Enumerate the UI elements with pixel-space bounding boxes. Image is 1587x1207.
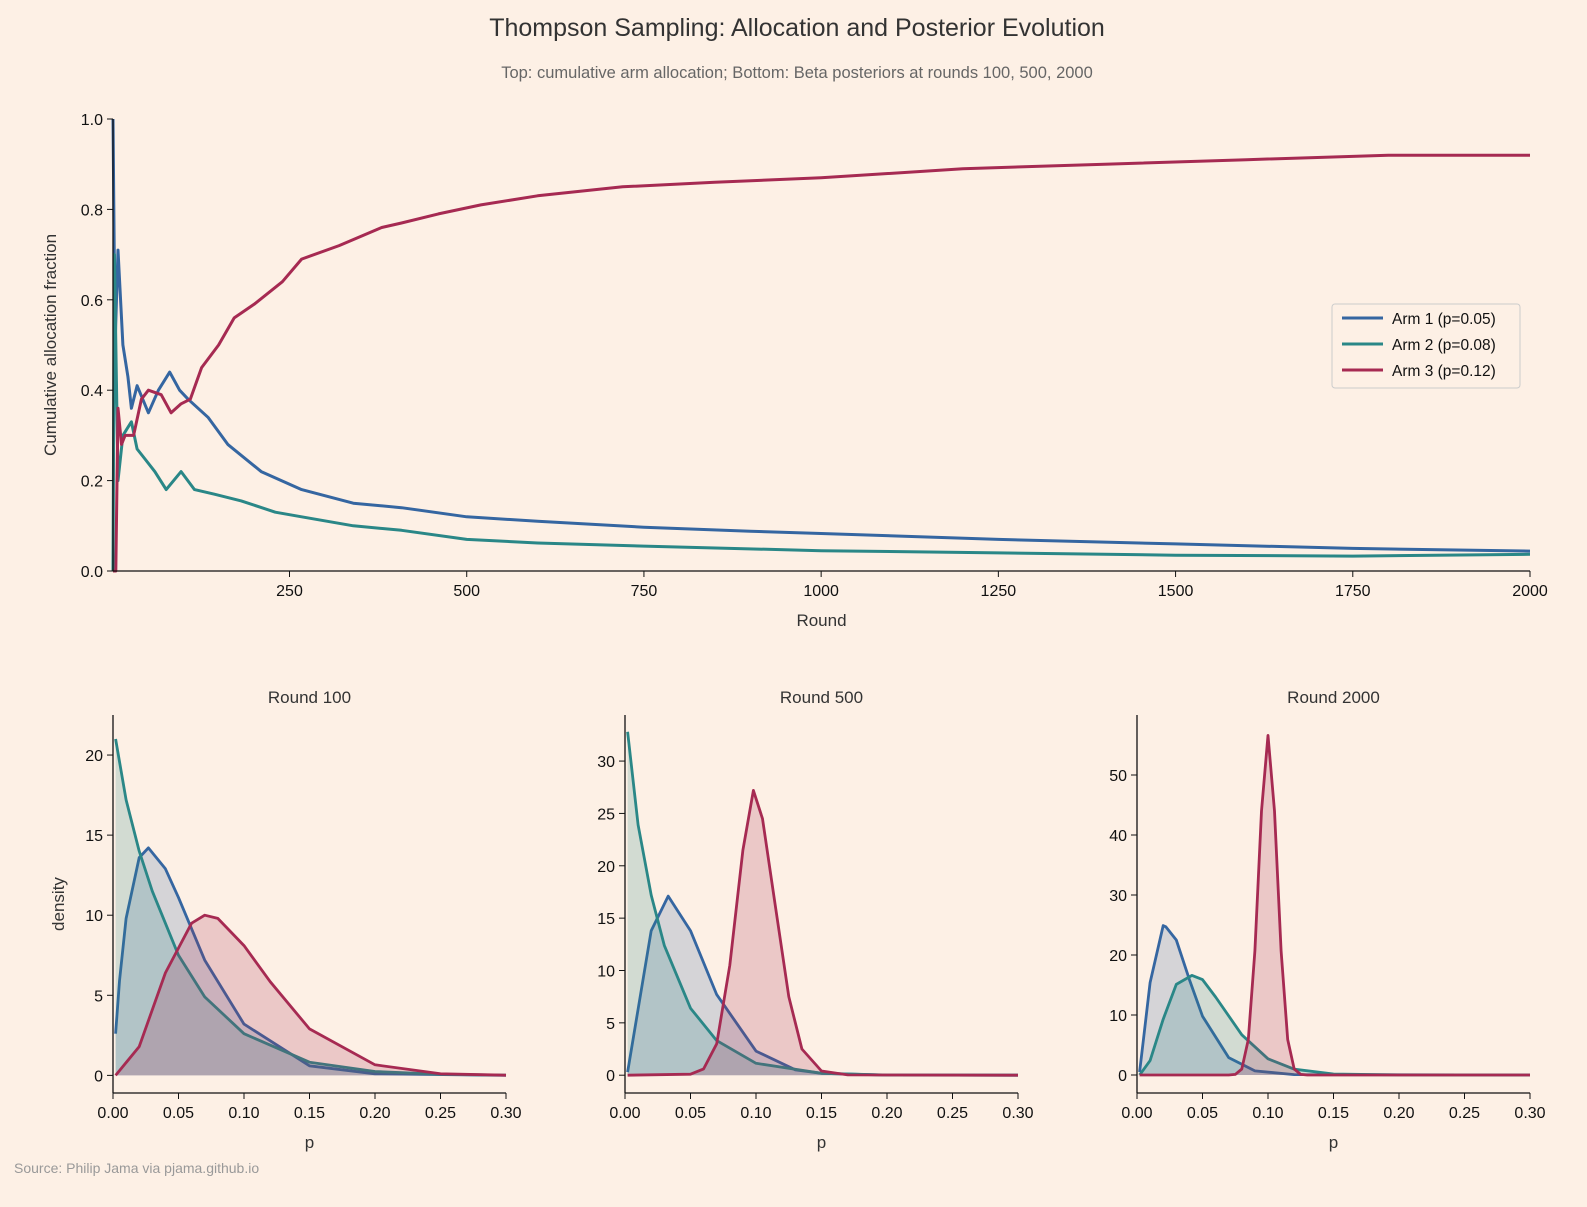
density-curve-arm-3 — [1139, 734, 1530, 1077]
x-axis-label: Round — [796, 611, 846, 630]
y-tick-label: 0.6 — [81, 293, 103, 310]
y-tick-label: 20 — [85, 748, 103, 765]
legend-box — [1331, 303, 1521, 389]
figure-title: Thompson Sampling: Allocation and Poster… — [489, 14, 1105, 42]
x-tick-label: 0.10 — [1252, 1105, 1283, 1122]
x-tick-label: 250 — [276, 583, 303, 600]
posterior-chart-round-500: 0.00 0.05 0.10 0.15 0.20 0.25 0.30 0 5 10 15 20 25 30… — [597, 688, 1033, 1152]
x-axis-label: p — [305, 1133, 314, 1152]
panel-title: Round 100 — [268, 688, 351, 707]
x-tick-label: 0.20 — [1383, 1105, 1414, 1122]
y-tick-label: 0.2 — [81, 474, 103, 491]
density-fill-2 — [1139, 975, 1530, 1075]
panel-title: Round 2000 — [1287, 688, 1380, 707]
x-tick-label: 1500 — [1158, 583, 1194, 600]
y-tick-label: 30 — [1109, 888, 1127, 905]
figure-subtitle: Top: cumulative arm allocation; Bottom: … — [501, 64, 1093, 82]
density-curve-arm-1 — [1138, 924, 1531, 1077]
x-tick-label: 0.20 — [359, 1105, 390, 1122]
x-tick-label: 0.25 — [937, 1105, 968, 1122]
y-tick-label: 20 — [597, 859, 615, 876]
y-tick-label: 30 — [597, 754, 615, 771]
x-axis-label: p — [1329, 1133, 1338, 1152]
density-fill-1 — [1139, 925, 1530, 1075]
y-axis-label: Cumulative allocation fraction — [41, 234, 60, 456]
y-tick-label: 20 — [1109, 948, 1127, 965]
panel-title: Round 500 — [780, 688, 863, 707]
x-tick-label: 2000 — [1512, 583, 1548, 600]
x-tick-label: 0.15 — [806, 1105, 837, 1122]
y-tick-label: 50 — [1109, 768, 1127, 785]
x-tick-label: 1750 — [1335, 583, 1371, 600]
x-tick-label: 1000 — [803, 583, 839, 600]
y-tick-label: 5 — [94, 988, 103, 1005]
legend: Arm 1 (p=0.05) Arm 2 (p=0.08) Arm 3 (p=0… — [1331, 303, 1521, 389]
x-tick-label: 0.25 — [425, 1105, 456, 1122]
y-tick-label: 10 — [85, 908, 103, 925]
density-fill-1 — [627, 896, 1018, 1076]
density-curve-arm-1 — [114, 846, 507, 1077]
x-tick-label: 0.10 — [228, 1105, 259, 1122]
density-curve-arm-2 — [114, 738, 507, 1077]
x-tick-label: 0.05 — [1187, 1105, 1218, 1122]
legend-label-arm3: Arm 3 (p=0.12) — [1392, 363, 1496, 380]
legend-label-arm1: Arm 1 (p=0.05) — [1392, 311, 1496, 328]
allocation-line-arm-2 — [111, 253, 1531, 572]
x-tick-label: 0.25 — [1449, 1105, 1480, 1122]
density-curve-arm-3 — [114, 913, 507, 1077]
y-tick-label: 0 — [94, 1068, 103, 1085]
source-note: Source: Philip Jama via pjama.github.io — [14, 1160, 259, 1176]
x-axis-label: p — [817, 1133, 826, 1152]
density-fill-3 — [627, 790, 1018, 1076]
y-tick-label: 15 — [597, 911, 615, 928]
y-tick-label: 5 — [606, 1016, 615, 1033]
x-tick-label: 0.30 — [1514, 1105, 1545, 1122]
density-fill-2 — [115, 739, 506, 1076]
x-tick-label: 0.10 — [740, 1105, 771, 1122]
y-axis-label: density — [49, 877, 68, 931]
x-tick-label: 0.15 — [1318, 1105, 1349, 1122]
x-tick-label: 0.00 — [1121, 1105, 1152, 1122]
posterior-chart-round-100: 0.00 0.05 0.10 0.15 0.20 0.25 0.30 0 5 10 15 20 p den… — [49, 688, 522, 1152]
legend-label-arm2: Arm 2 (p=0.08) — [1392, 337, 1496, 354]
y-tick-label: 10 — [597, 963, 615, 980]
density-fill-2 — [627, 731, 1018, 1076]
allocation-line-arm-1 — [111, 118, 1531, 553]
x-tick-label: 0.00 — [609, 1105, 640, 1122]
posterior-chart-round-2000: 0.00 0.05 0.10 0.15 0.20 0.25 0.30 0 10 20 30 40 50 p… — [1109, 688, 1545, 1152]
y-tick-label: 0.4 — [81, 383, 103, 400]
x-tick-label: 0.05 — [163, 1105, 194, 1122]
x-tick-label: 750 — [631, 583, 658, 600]
density-curve-arm-3 — [627, 789, 1019, 1077]
x-tick-label: 0.30 — [490, 1105, 521, 1122]
allocation-line-arm-3 — [113, 153, 1530, 573]
x-tick-label: 0.00 — [97, 1105, 128, 1122]
y-tick-label: 1.0 — [81, 112, 103, 129]
y-tick-label: 0 — [1118, 1068, 1127, 1085]
density-fill-1 — [115, 847, 506, 1076]
x-tick-label: 0.30 — [1002, 1105, 1033, 1122]
x-tick-label: 500 — [453, 583, 480, 600]
x-tick-label: 0.05 — [675, 1105, 706, 1122]
y-tick-label: 40 — [1109, 828, 1127, 845]
x-tick-label: 0.20 — [871, 1105, 902, 1122]
x-tick-label: 0.15 — [294, 1105, 325, 1122]
y-tick-label: 15 — [85, 828, 103, 845]
y-tick-label: 0.8 — [81, 202, 103, 219]
allocation-chart: 250 500 750 1000 1250 1500 1750 2000 0.0 0.2 0.4 0.… — [41, 112, 1548, 630]
x-tick-label: 1250 — [981, 583, 1017, 600]
y-tick-label: 10 — [1109, 1008, 1127, 1025]
density-fill-3 — [115, 915, 506, 1076]
y-tick-label: 0.0 — [81, 564, 103, 581]
y-tick-label: 25 — [597, 806, 615, 823]
y-tick-label: 0 — [606, 1068, 615, 1085]
